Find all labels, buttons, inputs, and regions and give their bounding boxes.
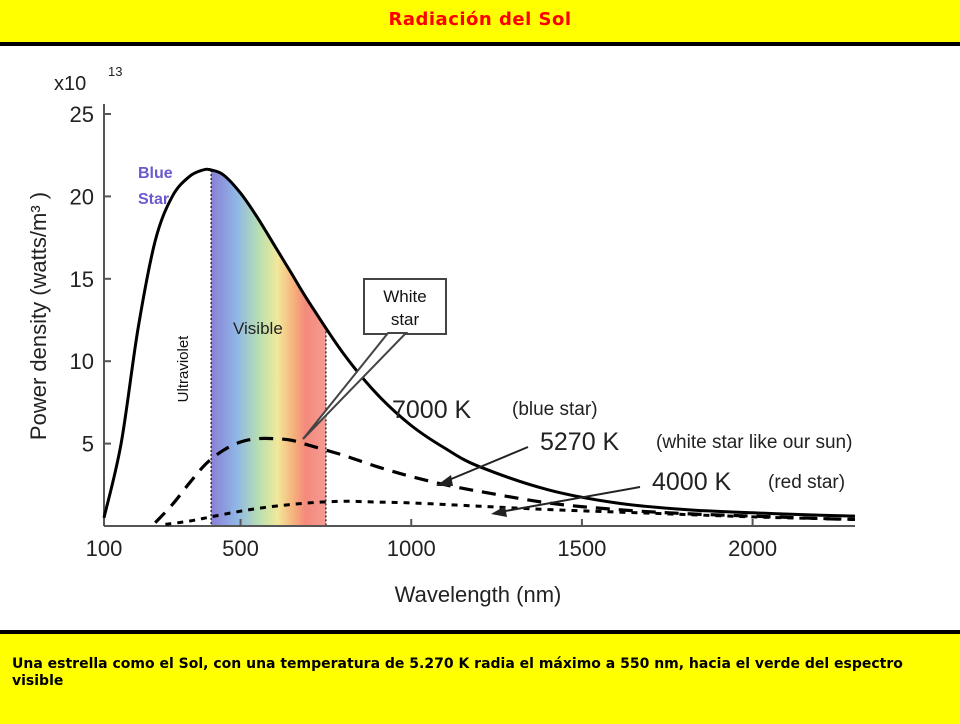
series-label-7000k-desc: (blue star) [512, 399, 598, 420]
white-star-callout-pointer [302, 332, 409, 440]
curve-5270k [154, 436, 856, 524]
header-band: Radiación del Sol [0, 0, 960, 46]
x-tick-label-100: 100 [86, 536, 123, 561]
chart-area: 5 10 15 20 25 100 500 1000 1500 2000 x10 13 Power… [0, 46, 960, 630]
white-star-label-line1: White [383, 287, 426, 306]
y-axis-title: Power density (watts/m³ ) [26, 192, 51, 440]
ultraviolet-label: Ultraviolet [175, 335, 192, 403]
curve-4000k [165, 499, 856, 526]
blue-star-label-line2: Star [138, 191, 169, 208]
axis-tick-labels: 5 10 15 20 25 100 500 1000 1500 2000 [70, 102, 778, 561]
visible-spectrum-band [211, 169, 326, 526]
series-label-4000k-desc: (red star) [768, 472, 845, 493]
y-multiplier-base: x10 [54, 73, 86, 95]
y-tick-label-10: 10 [70, 349, 94, 374]
caption-text: Una estrella como el Sol, con una temper… [12, 656, 903, 689]
arrow-5270k-head [436, 475, 453, 486]
curve-7000k [102, 167, 856, 519]
arrow-5270k-line [443, 446, 529, 483]
blue-star-label-line1: Blue [138, 165, 173, 182]
white-star-callout-box [363, 278, 447, 335]
x-tick-label-1500: 1500 [557, 536, 606, 561]
axis-ticks [103, 113, 754, 526]
series-label-4000k-temp: 4000 K [652, 468, 732, 496]
x-tick-label-2000: 2000 [728, 536, 777, 561]
white-star-label-line2: star [391, 310, 420, 329]
y-tick-label-5: 5 [82, 432, 94, 457]
y-tick-label-15: 15 [70, 267, 94, 292]
y-tick-label-25: 25 [70, 102, 94, 127]
arrow-4000k-line [499, 486, 641, 513]
y-tick-label-20: 20 [70, 184, 94, 209]
series-label-5270k-desc: (white star like our sun) [656, 432, 852, 453]
blackbody-chart: 5 10 15 20 25 100 500 1000 1500 2000 x10 13 Power… [26, 64, 856, 607]
arrow-4000k-head [491, 506, 507, 517]
page-title: Radiación del Sol [388, 9, 572, 30]
footer-band: Una estrella como el Sol, con una temper… [0, 630, 960, 724]
x-axis-title: Wavelength (nm) [395, 582, 562, 607]
visible-label: Visible [233, 319, 283, 338]
x-tick-label-500: 500 [222, 536, 259, 561]
series-label-7000k-temp: 7000 K [392, 396, 472, 424]
y-multiplier-exponent: 13 [108, 64, 122, 79]
series-label-5270k-temp: 5270 K [540, 428, 620, 456]
x-tick-label-1000: 1000 [387, 536, 436, 561]
